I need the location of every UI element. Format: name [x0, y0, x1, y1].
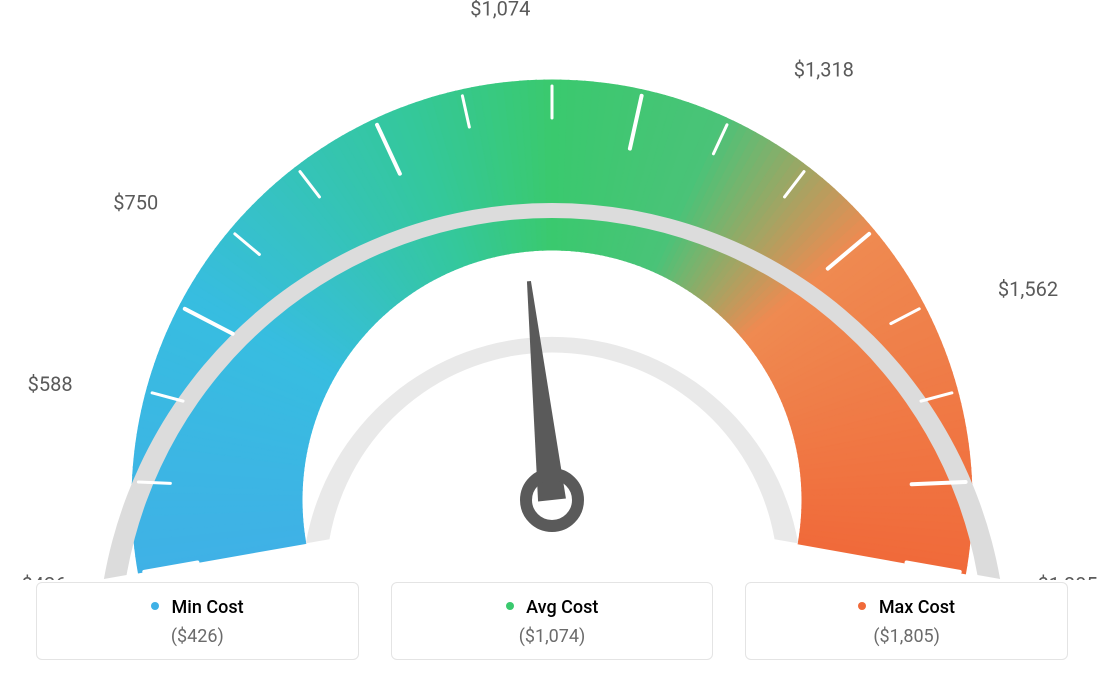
tick-label: $1,805	[1038, 573, 1098, 580]
legend-row: Min Cost ($426) Avg Cost ($1,074) Max Co…	[0, 582, 1104, 660]
legend-card-avg: Avg Cost ($1,074)	[391, 582, 714, 660]
legend-max-label: Max Cost	[879, 597, 955, 618]
legend-avg-label: Avg Cost	[526, 597, 598, 618]
tick-label: $1,074	[470, 0, 530, 21]
cost-gauge-chart: $426 $588 $750 $1,074 $1,318 $1,562 $1,805 Min…	[0, 0, 1104, 690]
legend-avg-value: ($1,074)	[392, 626, 713, 647]
legend-card-min: Min Cost ($426)	[36, 582, 359, 660]
legend-max-value: ($1,805)	[746, 626, 1067, 647]
legend-avg-label-row: Avg Cost	[392, 597, 713, 618]
legend-max-label-row: Max Cost	[746, 597, 1067, 618]
legend-min-label-row: Min Cost	[37, 597, 358, 618]
needle	[527, 281, 566, 501]
tick-label: $426	[22, 573, 67, 580]
legend-avg-dot	[506, 602, 514, 610]
gauge-svg: $426 $588 $750 $1,074 $1,318 $1,562 $1,805	[0, 0, 1104, 580]
legend-min-label: Min Cost	[172, 597, 244, 618]
tick-label: $750	[113, 190, 158, 214]
tick-label: $1,318	[794, 57, 854, 81]
legend-min-dot	[151, 602, 159, 610]
legend-max-dot	[858, 602, 866, 610]
tick-label: $588	[28, 372, 73, 396]
legend-card-max: Max Cost ($1,805)	[745, 582, 1068, 660]
legend-min-value: ($426)	[37, 626, 358, 647]
tick-label: $1,562	[998, 277, 1058, 301]
